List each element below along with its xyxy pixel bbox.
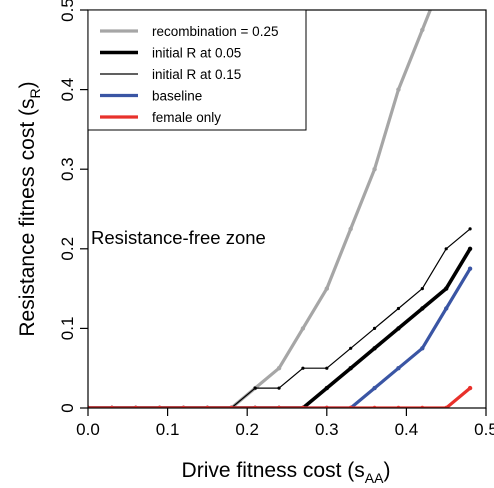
data-point-recombination-0-25	[276, 366, 282, 371]
data-point-recombination-0-25	[300, 326, 306, 331]
data-point-initial-r-at-0-15	[301, 366, 305, 370]
series-line-baseline	[88, 267, 472, 408]
data-point-initial-r-at-0-15	[444, 247, 448, 251]
data-point-initial-r-at-0-05	[396, 326, 401, 331]
x-tick-label: 0.2	[235, 420, 259, 439]
data-point-baseline	[467, 266, 473, 271]
series-line-female-only	[88, 386, 472, 408]
data-point-initial-r-at-0-05	[348, 366, 353, 371]
y-tick-label: 0.4	[58, 78, 77, 102]
data-point-initial-r-at-0-05	[420, 306, 425, 311]
data-point-initial-r-at-0-15	[253, 386, 257, 390]
x-tick-label: 0.5	[474, 420, 494, 439]
x-tick-label: 0.3	[315, 420, 339, 439]
series-line-initial-r-at-0-05	[88, 247, 472, 408]
resistance-free-zone-label: Resistance-free zone	[91, 227, 266, 248]
data-point-initial-r-at-0-15	[420, 287, 424, 291]
data-point-initial-r-at-0-15	[396, 306, 401, 311]
data-point-recombination-0-25	[420, 27, 425, 33]
data-point-initial-r-at-0-15	[372, 326, 377, 330]
y-tick-label: 0.1	[58, 317, 77, 341]
y-tick-label: 0.2	[58, 237, 77, 261]
legend-label-baseline: baseline	[152, 89, 202, 104]
data-point-baseline	[372, 385, 377, 391]
x-axis: 0.0 0.1 0.2 0.3 0.4 0.5	[76, 408, 494, 439]
data-point-recombination-0-25	[372, 167, 377, 172]
x-tick-label: 0.1	[156, 420, 180, 439]
x-axis-title: Drive fitness cost (sAA)	[182, 459, 391, 486]
series-initial-r-at-0-15	[88, 227, 472, 408]
legend-label-recombination-0-25: recombination = 0.25	[152, 24, 278, 39]
data-point-baseline	[444, 306, 449, 311]
data-point-baseline	[420, 346, 425, 351]
x-tick-label: 0.0	[76, 420, 100, 439]
legend-label-initial-r-at-0-05: initial R at 0.05	[152, 46, 241, 61]
data-point-recombination-0-25	[348, 226, 353, 232]
data-point-initial-r-at-0-05	[324, 385, 329, 391]
data-point-initial-r-at-0-05	[467, 246, 473, 251]
legend-label-female-only: female only	[152, 110, 221, 125]
y-axis-title: Resistance fitness cost (sR)	[16, 81, 43, 336]
x-axis-title-sub: AA	[365, 470, 384, 486]
y-axis-title-sub: R	[27, 88, 43, 98]
data-point-initial-r-at-0-05	[372, 346, 377, 351]
x-tick-label: 0.4	[395, 420, 419, 439]
data-point-recombination-0-25	[396, 87, 401, 92]
legend-label-initial-r-at-0-15: initial R at 0.15	[152, 67, 241, 82]
data-point-female-only	[467, 385, 473, 391]
series-initial-r-at-0-05	[88, 246, 473, 408]
data-point-initial-r-at-0-15	[349, 346, 353, 350]
data-point-initial-r-at-0-05	[444, 286, 449, 291]
data-point-recombination-0-25	[324, 286, 329, 291]
data-point-initial-r-at-0-15	[325, 366, 329, 370]
y-tick-label: 0.5	[58, 0, 77, 22]
y-tick-label: 0.3	[58, 157, 77, 181]
y-axis: 0 0.1 0.2 0.3 0.4 0.5	[58, 0, 88, 413]
legend: recombination = 0.25 initial R at 0.05 ini…	[87, 9, 307, 131]
data-point-initial-r-at-0-15	[468, 227, 472, 231]
data-point-baseline	[396, 366, 401, 371]
y-tick-label: 0	[58, 403, 77, 412]
data-point-initial-r-at-0-15	[277, 386, 281, 390]
